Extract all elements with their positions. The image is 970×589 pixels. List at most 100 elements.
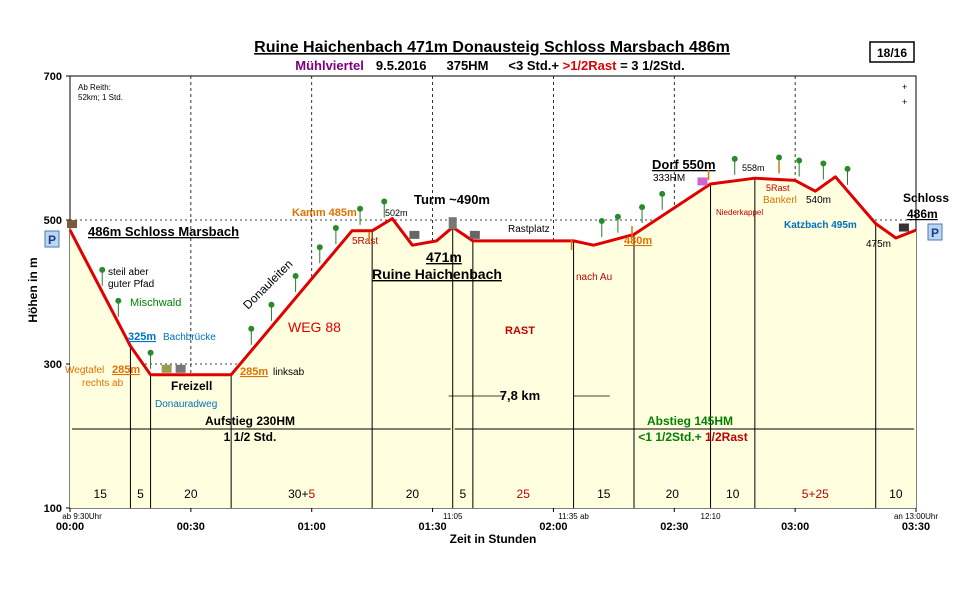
segment-duration: 5+25 bbox=[802, 487, 829, 501]
end-location-label: Schloss bbox=[903, 191, 949, 205]
segment-duration: 30+5 bbox=[288, 487, 315, 501]
height-480: 480m bbox=[624, 235, 652, 247]
x-tick-label: 00:30 bbox=[177, 521, 205, 533]
segment-duration-value: 20 bbox=[184, 487, 198, 501]
parking-end-icon: P bbox=[931, 226, 939, 240]
segment-duration: 20 bbox=[666, 487, 680, 501]
abstieg-hm-label: Abstieg 145HM bbox=[647, 414, 733, 428]
hm-333: 333HM bbox=[653, 173, 685, 184]
linksab-height: 285m bbox=[240, 366, 268, 378]
segment-duration: 15 bbox=[597, 487, 611, 501]
ruine-label: Ruine Haichenbach bbox=[372, 266, 502, 282]
x-tick-label: 03:30 bbox=[902, 521, 930, 533]
segment-duration: 15 bbox=[94, 487, 108, 501]
segment-duration-value: 20 bbox=[406, 487, 420, 501]
segment-rest-value: 5 bbox=[308, 487, 315, 501]
segment-duration-value: 5 bbox=[137, 487, 144, 501]
distance-label: 7,8 km bbox=[500, 388, 540, 403]
wegtafel-height: 285m bbox=[112, 364, 140, 376]
tree-icon bbox=[381, 198, 388, 205]
note-wegtafel: Wegtafel bbox=[65, 365, 104, 376]
segment-rest-value: 5+25 bbox=[802, 487, 829, 501]
segment-duration: 20 bbox=[406, 487, 420, 501]
height-502: 502m bbox=[385, 208, 408, 218]
annotations: Ab Reith:52km; 1 Std. + + P P 486m Schloss Ma… bbox=[44, 82, 949, 444]
height-540: 540m bbox=[806, 195, 831, 206]
parking-start-box bbox=[44, 230, 60, 248]
tree-icon bbox=[598, 218, 605, 225]
donauradweg-label: Donauradweg bbox=[155, 399, 217, 410]
tree-icon bbox=[614, 213, 621, 220]
parking-end-box bbox=[927, 223, 943, 241]
building-icon bbox=[898, 223, 909, 232]
time-note: 11:35 ab bbox=[558, 512, 589, 521]
segment-dividers bbox=[129, 178, 877, 508]
tree-icon bbox=[776, 154, 783, 161]
profile-line bbox=[68, 175, 917, 377]
building-icon bbox=[175, 364, 186, 373]
tree-icon bbox=[115, 297, 122, 304]
segment-duration: 25 bbox=[517, 487, 531, 501]
segment-duration: 5 bbox=[459, 487, 466, 501]
badge-box bbox=[869, 41, 915, 63]
tree-icon bbox=[268, 301, 275, 308]
plus-marker: + bbox=[902, 97, 907, 107]
tree-icon bbox=[316, 244, 323, 251]
chart-subtitle: Mühlviertel 9.5.2016 375HM <3 Std.+ >1/2Ras… bbox=[295, 58, 685, 73]
tree-icon bbox=[357, 205, 364, 212]
axis-ticks: 100 300 500 700 00:00 00:30 01:00 01:30 02:00 02:… bbox=[44, 71, 939, 533]
note-links-ab: linksab bbox=[273, 367, 305, 378]
note-ab-reith: Ab Reith: bbox=[78, 83, 111, 92]
tree-icon bbox=[820, 160, 827, 167]
rest-5-label: 5Rast bbox=[352, 236, 378, 247]
time-note: ab 9:30Uhr bbox=[62, 512, 102, 521]
tree-icon bbox=[659, 190, 666, 197]
tree-icon bbox=[796, 157, 803, 164]
segment-duration-value: 15 bbox=[94, 487, 108, 501]
note-rechts-ab: rechts ab bbox=[82, 378, 124, 389]
tower-icon bbox=[448, 217, 457, 230]
note-pfad: guter Pfad bbox=[108, 279, 154, 290]
bachbruecke-height: 325m bbox=[128, 331, 156, 343]
time-note: 12:10 bbox=[701, 512, 722, 521]
ruine-height: 471m bbox=[426, 249, 462, 265]
bankerl-label: Bankerl bbox=[763, 195, 797, 206]
katzbach-label: Katzbach 495m bbox=[784, 220, 857, 231]
height-475: 475m bbox=[866, 239, 891, 250]
x-axis-label: Zeit in Stunden bbox=[450, 532, 537, 546]
y-tick-label: 100 bbox=[44, 503, 62, 515]
start-location-label: 486m Schloss Marsbach bbox=[88, 224, 239, 239]
note-mischwald: Mischwald bbox=[130, 297, 181, 309]
segment-duration-value: 15 bbox=[597, 487, 611, 501]
chart-title: Ruine Haichenbach 471m Donausteig Schlos… bbox=[254, 39, 730, 56]
segment-duration-value: 25 bbox=[517, 487, 531, 501]
x-tick-label: 02:00 bbox=[539, 521, 567, 533]
profile-area bbox=[70, 176, 916, 509]
building-icon bbox=[161, 364, 172, 373]
height-558: 558m bbox=[742, 163, 765, 173]
segment-duration-value: 10 bbox=[726, 487, 740, 501]
note-ab-reith-2: 52km; 1 Std. bbox=[78, 93, 123, 102]
x-tick-label: 01:30 bbox=[419, 521, 447, 533]
segment-duration-value: 5 bbox=[459, 487, 466, 501]
tree-icon bbox=[99, 266, 106, 273]
y-axis-label: Höhen in m bbox=[26, 257, 40, 322]
abstieg-rest-part: 1/2Rast bbox=[705, 430, 748, 444]
parking-start-icon: P bbox=[48, 233, 56, 247]
building-icon bbox=[67, 220, 77, 229]
tree-icon bbox=[248, 325, 255, 332]
tree-icon bbox=[332, 225, 339, 231]
x-tick-label: 02:30 bbox=[660, 521, 688, 533]
bachbruecke-label: Bachbrücke bbox=[163, 332, 216, 343]
segment-duration-value: 30+ bbox=[288, 487, 308, 501]
plus-marker: + bbox=[902, 82, 907, 92]
rest-5b-label: 5Rast bbox=[766, 183, 790, 193]
tree-markers bbox=[99, 154, 851, 369]
y-tick-label: 500 bbox=[44, 215, 62, 227]
building-icon bbox=[469, 230, 480, 239]
kamm-label: Kamm 485m bbox=[292, 207, 357, 219]
building-icon bbox=[409, 230, 420, 239]
segment-duration-value: 10 bbox=[889, 487, 903, 501]
